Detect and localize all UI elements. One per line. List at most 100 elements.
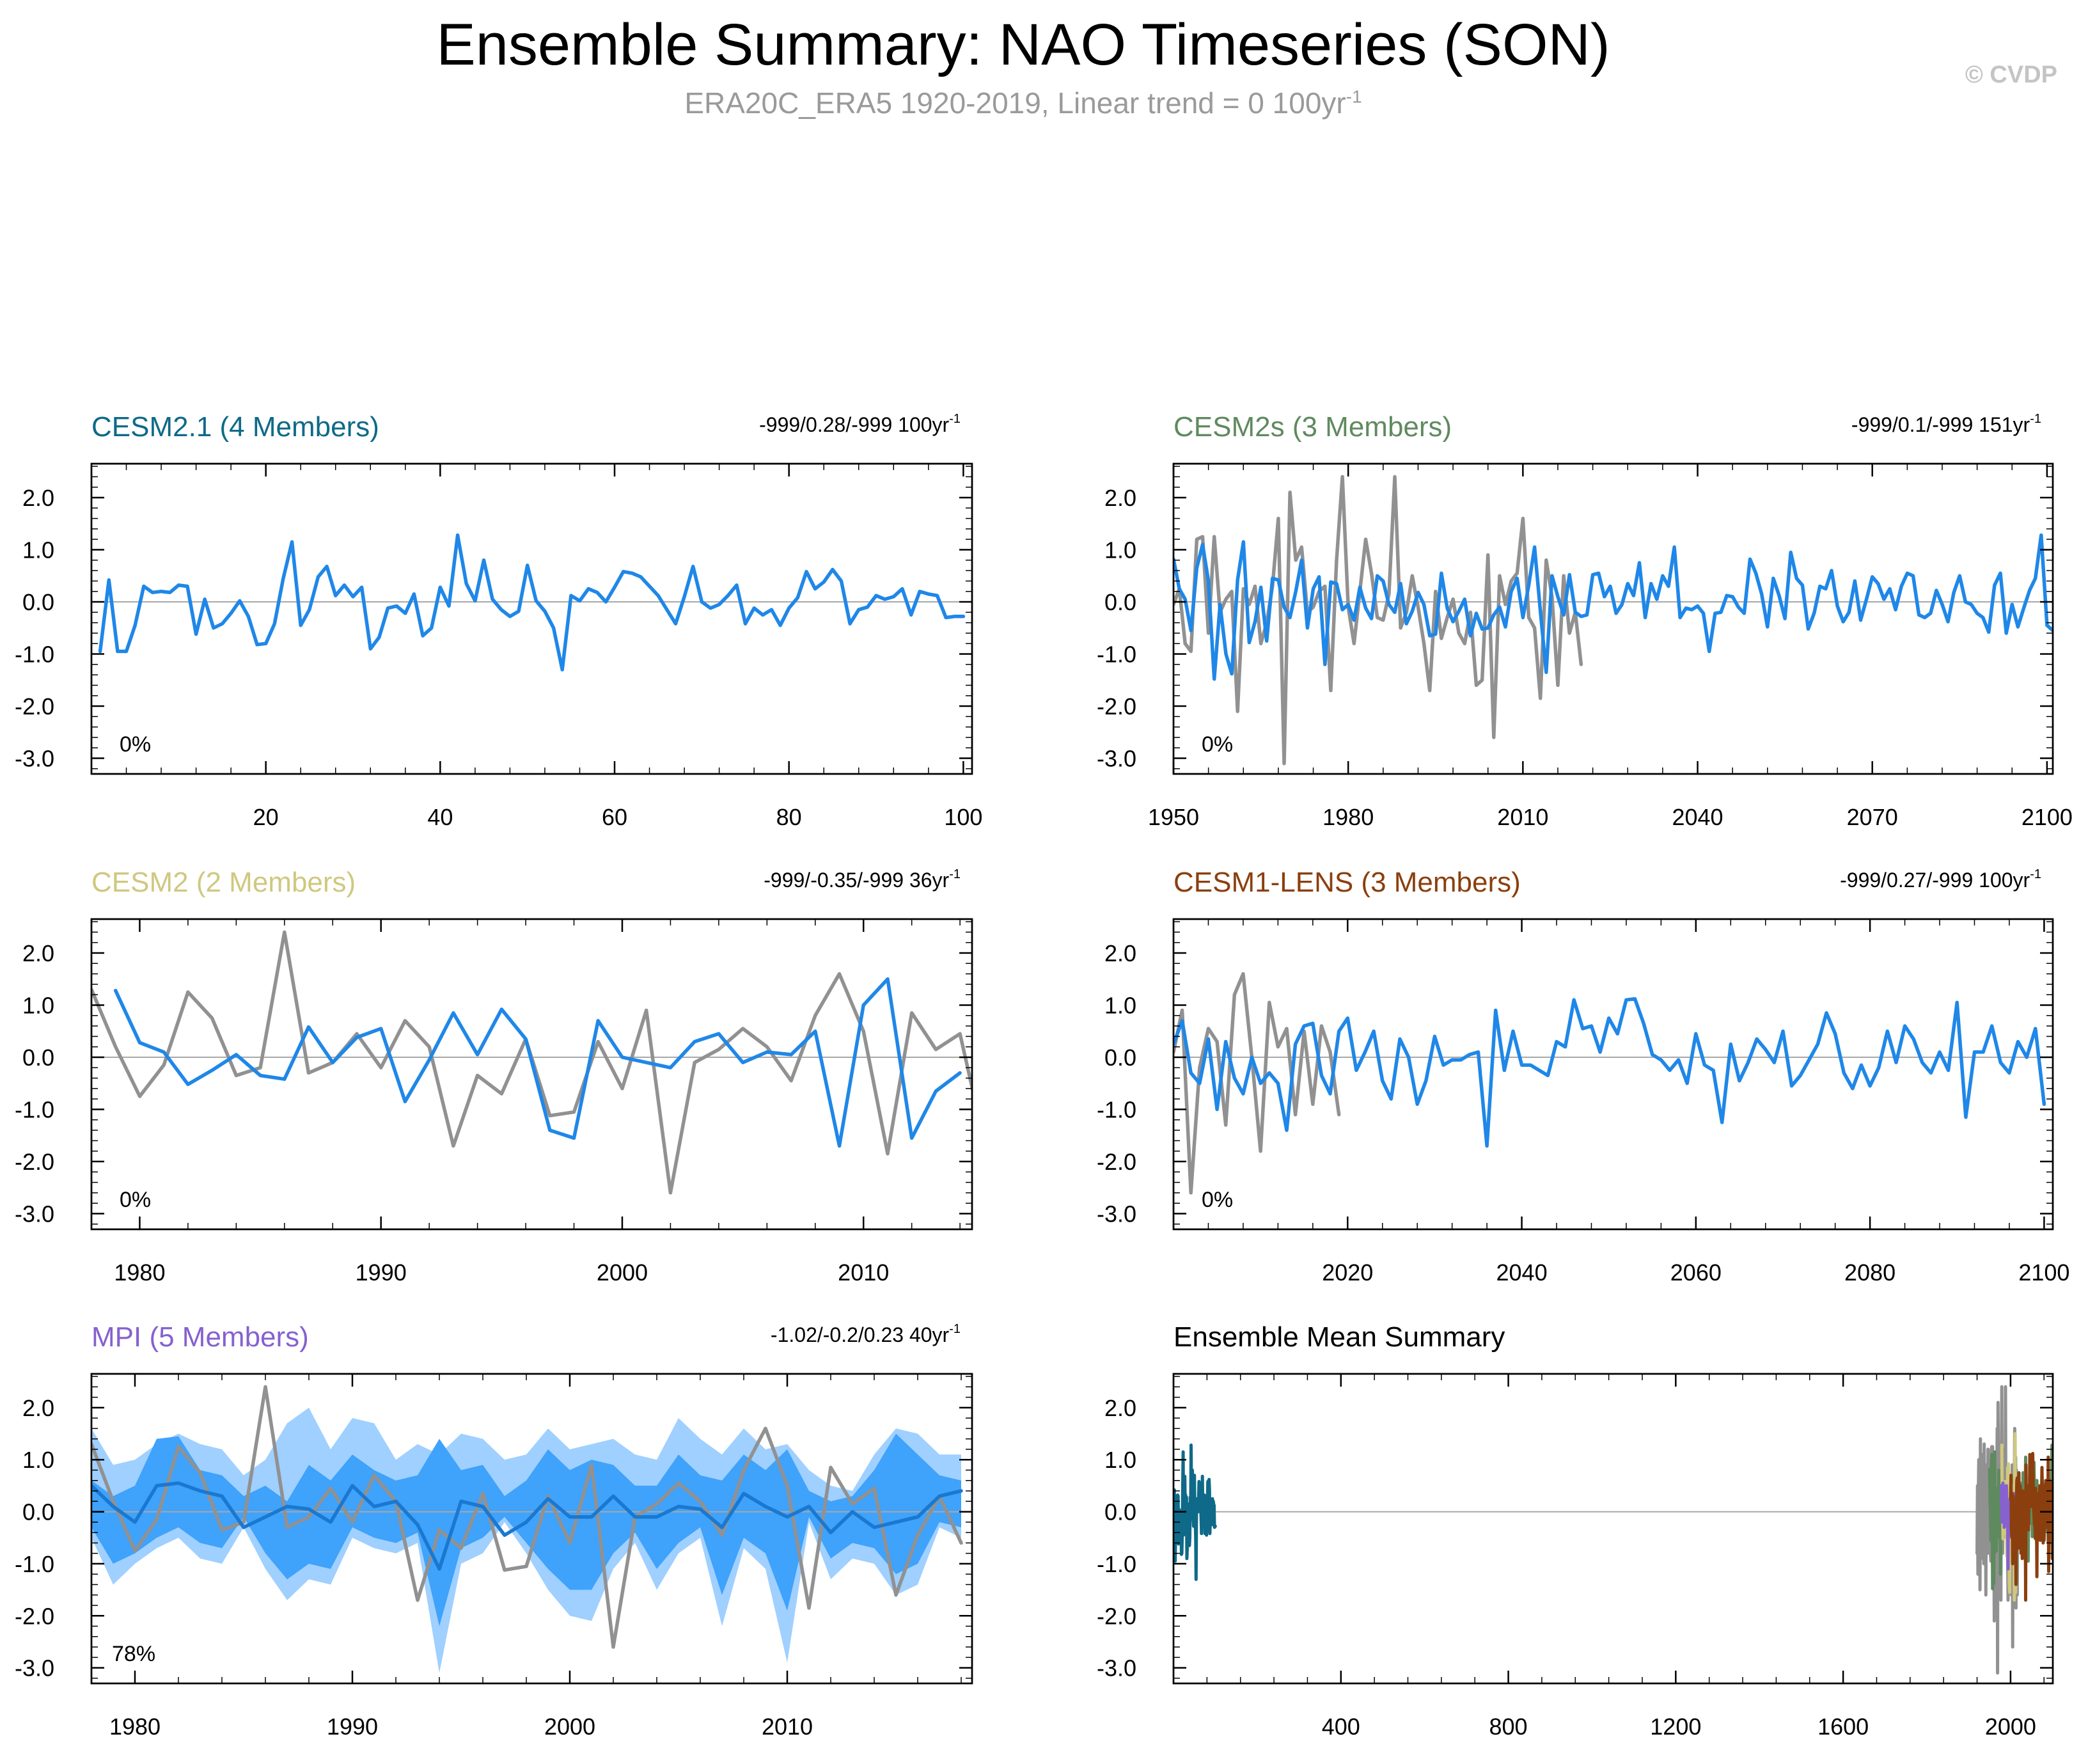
y-tick-label: -2.0 xyxy=(15,693,54,720)
y-tick-label: 0.0 xyxy=(22,589,54,615)
panel-trend-text: -999/0.27/-999 100yr xyxy=(1840,869,2030,892)
x-tick-label: 1950 xyxy=(1148,804,1199,830)
panel-trend-sup: -1 xyxy=(2030,867,2041,881)
y-tick-label: 1.0 xyxy=(22,537,54,563)
panel-cesm2s: 2.0 1.0 0.0 -1.0 -2.0 -3.0 1950 1980 2010 2040 207… xyxy=(1097,411,2073,830)
panel-frame-top xyxy=(1172,1373,2054,1685)
y-tick-label: 2.0 xyxy=(22,485,54,511)
figure-subtitle: ERA20C_ERA5 1920-2019, Linear trend = 0 … xyxy=(0,86,2046,120)
panel-frame-top xyxy=(90,1373,973,1685)
x-tick-label: 60 xyxy=(602,804,627,830)
panel-percent: 0% xyxy=(1202,1188,1233,1212)
panel-cesm2: 2.0 1.0 0.0 -1.0 -2.0 -3.0 1980 1990 2000 2010 CES… xyxy=(15,867,973,1286)
panel-cesm1lens: 2.0 1.0 0.0 -1.0 -2.0 -3.0 2020 2040 2060 2080 210… xyxy=(1097,867,2069,1286)
panel-percent: 0% xyxy=(120,732,151,757)
panel-trend-sup: -1 xyxy=(949,412,961,426)
panel-trend: -1.02/-0.2/0.23 40yr-1 xyxy=(771,1322,961,1346)
panel-data xyxy=(91,533,972,672)
panel-percent: 0% xyxy=(120,1188,151,1212)
series-line-ensemble-member xyxy=(1174,996,2046,1148)
panel-trend-text: -999/0.1/-999 151yr xyxy=(1851,413,2030,436)
x-tick-label: 2070 xyxy=(1847,804,1898,830)
y-tick-label: 2.0 xyxy=(22,940,54,966)
y-tick-label: 0.0 xyxy=(1104,589,1136,615)
x-tick-label: 2060 xyxy=(1670,1259,1722,1286)
x-tick-label: 2010 xyxy=(838,1259,889,1286)
panel-title: CESM1-LENS (3 Members) xyxy=(1174,867,1521,898)
panel-title: CESM2 (2 Members) xyxy=(91,867,356,898)
y-tick-label: 2.0 xyxy=(1104,485,1136,511)
panel-data xyxy=(1174,475,2053,766)
y-tick-label: 1.0 xyxy=(1104,992,1136,1018)
x-tick-label: 100 xyxy=(944,804,982,830)
x-tick-label: 2000 xyxy=(1985,1713,2036,1740)
panel-trend: -999/0.28/-999 100yr-1 xyxy=(759,412,961,436)
series-line-ensemble-member xyxy=(1174,533,2053,681)
y-tick-label: -3.0 xyxy=(15,746,54,772)
x-tick-label: 20 xyxy=(253,804,279,830)
x-tick-label: 2100 xyxy=(2021,804,2073,830)
series-line-observations xyxy=(91,930,972,1195)
x-tick-label: 40 xyxy=(427,804,453,830)
x-tick-label: 2040 xyxy=(1672,804,1723,830)
x-tick-label: 1980 xyxy=(109,1713,161,1740)
x-tick-label: 1980 xyxy=(1323,804,1374,830)
panel-mpi: 2.0 1.0 0.0 -1.0 -2.0 -3.0 1980 1990 2000 2010 MPI… xyxy=(15,1321,973,1740)
panel-trend-sup: -1 xyxy=(949,867,961,881)
panel-frame xyxy=(1172,1373,2054,1685)
panel-trend: -999/-0.35/-999 36yr-1 xyxy=(764,867,961,892)
y-tick-label: -3.0 xyxy=(1097,746,1136,772)
y-tick-label: -2.0 xyxy=(1097,693,1136,720)
x-tick-label: 2010 xyxy=(762,1713,813,1740)
panel-frame-top xyxy=(90,462,973,775)
y-tick-label: 1.0 xyxy=(1104,1447,1136,1473)
panel-trend-sup: -1 xyxy=(2030,412,2041,426)
x-tick-label: 400 xyxy=(1322,1713,1360,1740)
band-inner xyxy=(91,1433,961,1626)
y-tick-label: 2.0 xyxy=(22,1395,54,1421)
y-tick-label: 1.0 xyxy=(1104,537,1136,563)
x-tick-label: 2000 xyxy=(597,1259,648,1286)
y-tick-label: 2.0 xyxy=(1104,1395,1136,1421)
y-tick-label: -3.0 xyxy=(15,1201,54,1227)
figure-subtitle-sup: -1 xyxy=(1346,86,1362,107)
y-tick-label: -1.0 xyxy=(1097,642,1136,668)
panel-frame-top xyxy=(1172,462,2054,775)
x-tick-label: 80 xyxy=(776,804,802,830)
panel-cesm21: 2.0 1.0 0.0 -1.0 -2.0 -3.0 20 40 60 80 100 CESM2.1 … xyxy=(15,411,982,830)
x-tick-label: 800 xyxy=(1489,1713,1528,1740)
panel-percent: 78% xyxy=(112,1642,155,1666)
figure-title: Ensemble Summary: NAO Timeseries (SON) xyxy=(436,12,1610,77)
panel-frame-top xyxy=(1172,918,2054,1231)
x-tick-label: 1990 xyxy=(327,1713,378,1740)
y-tick-label: -2.0 xyxy=(15,1603,54,1629)
panel-frame xyxy=(1172,918,2054,1231)
y-tick-label: -3.0 xyxy=(1097,1201,1136,1227)
series-line-ensemble-member xyxy=(113,977,962,1148)
x-tick-label: 2000 xyxy=(544,1713,595,1740)
series-line-ensemble-member xyxy=(98,533,966,672)
y-tick-label: -2.0 xyxy=(1097,1149,1136,1175)
x-tick-label: 2100 xyxy=(2018,1259,2069,1286)
panel-title: Ensemble Mean Summary xyxy=(1174,1321,1505,1353)
series-line-observations xyxy=(1174,972,1341,1195)
panel-trend-text: -1.02/-0.2/0.23 40yr xyxy=(771,1323,950,1346)
panel-summary: 2.0 1.0 0.0 -1.0 -2.0 -3.0 400 800 1200 1600 2000 E… xyxy=(1097,1321,2054,1740)
x-tick-label: 2040 xyxy=(1496,1259,1548,1286)
credit-watermark: © CVDP xyxy=(1965,61,2057,88)
y-tick-label: -1.0 xyxy=(1097,1097,1136,1123)
x-tick-label: 2020 xyxy=(1322,1259,1373,1286)
figure-subtitle-text: ERA20C_ERA5 1920-2019, Linear trend = 0 … xyxy=(684,86,1346,120)
panel-trend: -999/0.27/-999 100yr-1 xyxy=(1840,867,2041,892)
panel-frame xyxy=(90,462,973,775)
panel-trend-text: -999/-0.35/-999 36yr xyxy=(764,869,949,892)
x-tick-label: 1990 xyxy=(356,1259,407,1286)
y-tick-label: -1.0 xyxy=(15,642,54,668)
panel-data xyxy=(1174,1385,2053,1675)
y-tick-label: -1.0 xyxy=(1097,1551,1136,1577)
panel-data xyxy=(1174,972,2053,1195)
y-tick-label: 1.0 xyxy=(22,992,54,1018)
x-tick-label: 2010 xyxy=(1497,804,1548,830)
x-tick-label: 1980 xyxy=(114,1259,165,1286)
series-line-ensemble-mean xyxy=(91,1481,963,1571)
